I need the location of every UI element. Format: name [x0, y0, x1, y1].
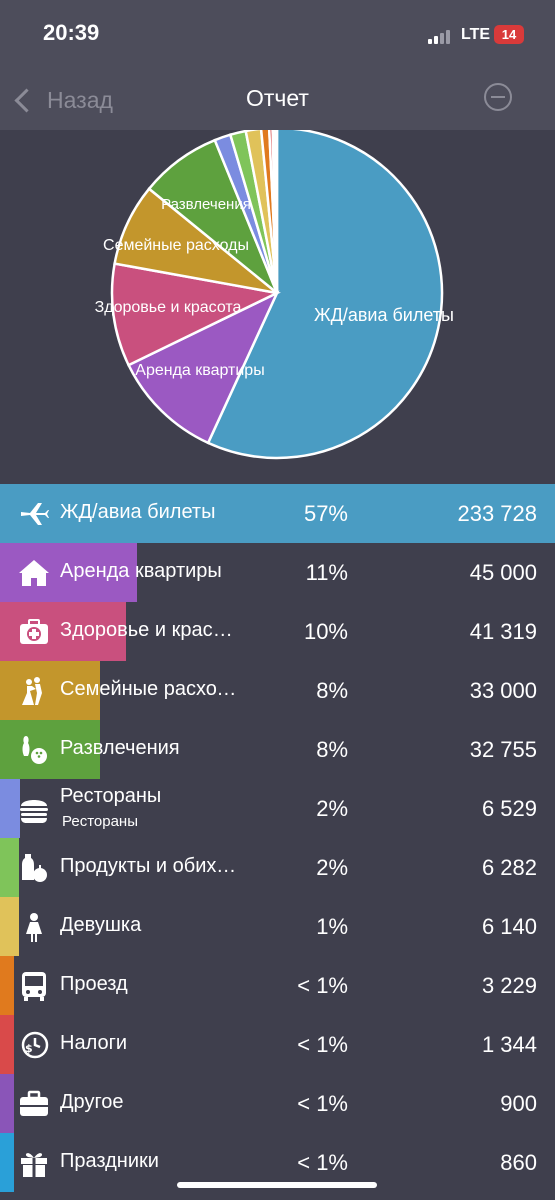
- page-title: Отчет: [246, 85, 309, 111]
- category-row[interactable]: Другое < 1% 900: [0, 1074, 555, 1133]
- pie-slice[interactable]: [273, 130, 279, 294]
- category-name: Продукты и обиход: [60, 855, 238, 877]
- pie-label-health: Здоровье и красота: [95, 299, 242, 316]
- category-name: Аренда квартиры: [60, 560, 222, 582]
- house-icon: [18, 557, 50, 589]
- category-share-bar: [0, 956, 14, 1015]
- back-button[interactable]: Назад: [12, 80, 113, 120]
- first-aid-kit-icon: [18, 616, 50, 648]
- category-row[interactable]: Аренда квартиры 11% 45 000: [0, 543, 555, 602]
- category-name: Здоровье и красота: [60, 619, 238, 641]
- svg-text:$: $: [25, 1042, 33, 1055]
- navigation-bar: Назад Отчет: [0, 70, 555, 130]
- category-name: Развлечения: [60, 737, 180, 759]
- pie-label-family: Семейные расходы: [103, 237, 249, 254]
- category-row[interactable]: Проезд < 1% 3 229: [0, 956, 555, 1015]
- pie-label-entertainment: Развлечения: [161, 196, 251, 213]
- category-share-bar: [0, 1015, 14, 1074]
- category-percent: 8%: [316, 737, 348, 762]
- airplane-icon: [18, 498, 50, 530]
- category-percent: 57%: [303, 501, 348, 526]
- bus-icon: [18, 970, 50, 1002]
- category-amount: 1 344: [481, 1032, 537, 1057]
- signal-strength-icon: [428, 28, 456, 44]
- dancing-couple-icon: [18, 675, 50, 707]
- girl-icon: [18, 911, 50, 943]
- category-percent: 2%: [316, 796, 348, 821]
- groceries-icon: [18, 852, 50, 884]
- category-share-bar: [0, 1133, 14, 1192]
- category-list: ЖД/авиа билеты 57% 233 728 Аренда квартиры 1…: [0, 484, 555, 1192]
- expense-pie-chart[interactable]: ЖД/авиа билеты Аренда квартиры Здоровье …: [0, 130, 555, 484]
- pie-chart-area: ЖД/авиа билеты Аренда квартиры Здоровье …: [0, 130, 555, 484]
- category-share-bar: [0, 484, 555, 543]
- category-percent: < 1%: [297, 1032, 348, 1057]
- category-row[interactable]: Развлечения 8% 32 755: [0, 720, 555, 779]
- category-amount: 41 319: [469, 619, 537, 644]
- category-share-bar: [0, 720, 100, 779]
- category-percent: < 1%: [297, 973, 348, 998]
- category-amount: 6 529: [481, 796, 537, 821]
- category-row[interactable]: ЖД/авиа билеты 57% 233 728: [0, 484, 555, 543]
- category-row[interactable]: Рестораны Рестораны 2% 6 529: [0, 779, 555, 838]
- category-amount: 3 229: [481, 973, 537, 998]
- pie-slice[interactable]: [259, 130, 279, 294]
- category-amount: 45 000: [469, 560, 537, 585]
- category-amount: 6 282: [481, 855, 537, 880]
- category-amount: 6 140: [481, 914, 537, 939]
- category-share-bar: [0, 779, 20, 838]
- category-amount: 32 755: [469, 737, 537, 762]
- pie-slice[interactable]: [110, 262, 281, 367]
- home-indicator[interactable]: [177, 1182, 377, 1188]
- category-amount: 33 000: [469, 678, 537, 703]
- minus-circle-icon[interactable]: [484, 83, 512, 111]
- briefcase-icon: [18, 1088, 50, 1120]
- category-name: ЖД/авиа билеты: [60, 501, 216, 523]
- category-percent: 2%: [316, 855, 348, 880]
- category-name: Девушка: [60, 914, 142, 936]
- gift-icon: [18, 1147, 50, 1179]
- category-name: Рестораны: [60, 785, 162, 807]
- category-name: Праздники: [60, 1150, 159, 1172]
- category-share-bar: [0, 838, 19, 897]
- category-row[interactable]: Девушка 1% 6 140: [0, 897, 555, 956]
- category-amount: 900: [500, 1091, 537, 1116]
- pie-slice[interactable]: [244, 130, 279, 294]
- category-name: Другое: [60, 1091, 124, 1113]
- category-share-bar: [0, 1074, 14, 1133]
- category-subtitle: Рестораны: [62, 813, 138, 830]
- category-amount: 233 728: [457, 501, 537, 526]
- bowling-icon: [18, 734, 50, 766]
- tax-clock-icon: $: [18, 1029, 50, 1061]
- pie-slice[interactable]: [126, 290, 280, 445]
- category-percent: 10%: [303, 619, 348, 644]
- pie-label-tickets: ЖД/авиа билеты: [314, 305, 454, 325]
- category-share-bar: [0, 661, 100, 720]
- category-percent: 1%: [316, 914, 348, 939]
- status-bar: 20:39 LTE 14: [0, 0, 555, 70]
- category-name: Семейные расходы: [60, 678, 238, 700]
- category-row[interactable]: Семейные расходы 8% 33 000: [0, 661, 555, 720]
- pie-slice[interactable]: [206, 130, 444, 460]
- network-type: LTE: [461, 26, 491, 43]
- category-name: Проезд: [60, 973, 128, 995]
- burger-icon: [18, 793, 50, 825]
- category-row[interactable]: Здоровье и красота 10% 41 319: [0, 602, 555, 661]
- category-row[interactable]: Продукты и обиход 2% 6 282: [0, 838, 555, 897]
- category-percent: 11%: [305, 560, 348, 585]
- category-amount: 860: [500, 1150, 537, 1175]
- status-time: 20:39: [43, 20, 100, 45]
- category-share-bar: [0, 897, 19, 956]
- battery-indicator: 14: [494, 25, 524, 44]
- pie-label-rent: Аренда квартиры: [135, 362, 264, 379]
- category-percent: < 1%: [297, 1091, 348, 1116]
- category-percent: 8%: [316, 678, 348, 703]
- category-row[interactable]: $ Налоги < 1% 1 344: [0, 1015, 555, 1074]
- category-name: Налоги: [60, 1032, 128, 1054]
- category-percent: < 1%: [297, 1150, 348, 1175]
- category-row[interactable]: Праздники < 1% 860: [0, 1133, 555, 1192]
- back-label: Назад: [47, 86, 113, 113]
